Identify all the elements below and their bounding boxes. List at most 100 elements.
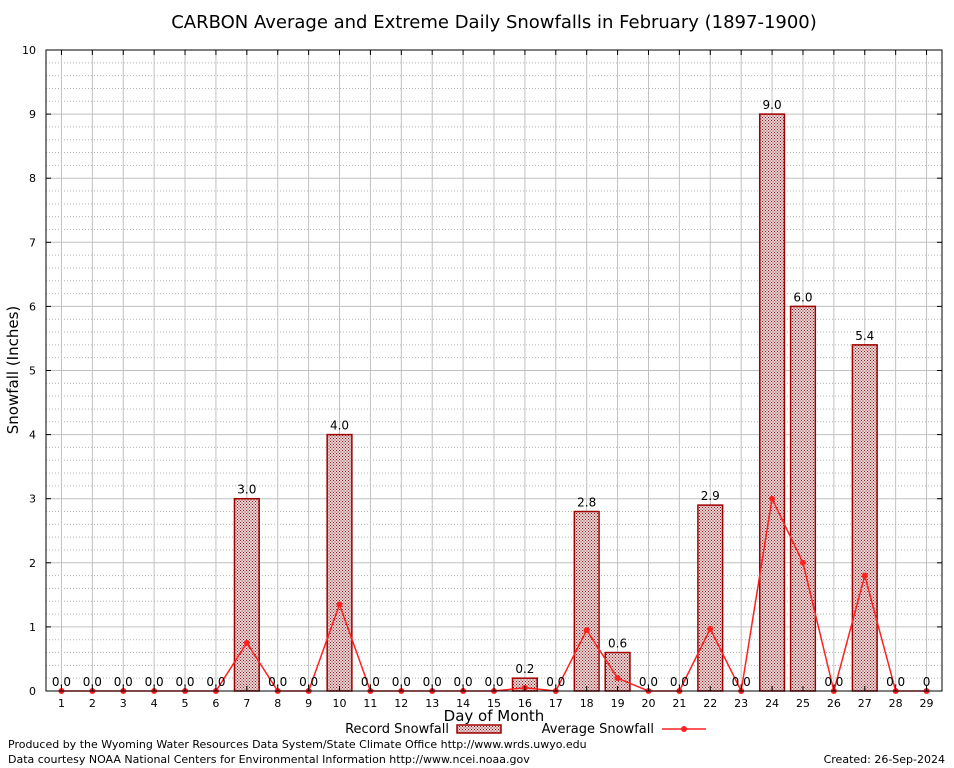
x-tick-label: 12 [394,697,408,710]
y-tick-label: 6 [29,300,36,313]
x-tick-label: 20 [641,697,655,710]
x-tick-label: 8 [274,697,281,710]
bar-value-label: 0.0 [546,675,565,689]
x-tick-label: 4 [151,697,158,710]
y-tick-label: 2 [29,557,36,570]
x-tick-label: 10 [333,697,347,710]
footer-courtesy: Data courtesy NOAA National Centers for … [8,753,530,766]
y-tick-label: 8 [29,172,36,185]
record-bars [233,113,878,692]
y-tick-label: 5 [29,365,36,378]
x-tick-label: 21 [672,697,686,710]
x-tick-label: 14 [456,697,470,710]
bar-value-label: 0.0 [392,675,411,689]
record-bar [604,651,631,692]
average-point [583,627,590,634]
x-tick-label: 19 [611,697,625,710]
bar-value-label: 0.0 [886,675,905,689]
x-tick-label: 6 [212,697,219,710]
record-bar [789,305,817,692]
x-tick-label: 29 [920,697,934,710]
bar-value-label: 0.0 [732,675,751,689]
footer-producer: Produced by the Wyoming Water Resources … [8,738,587,751]
x-tick-label: 28 [889,697,903,710]
bar-value-label: 4.0 [330,419,349,433]
bar-value-label: 0.0 [145,675,164,689]
bar-value-label: 0.0 [454,675,473,689]
x-tick-label: 3 [120,697,127,710]
bar-value-label: 0.0 [361,675,380,689]
legend: Record Snowfall Average Snowfall [345,722,706,737]
bar-value-label: 0.0 [639,675,658,689]
bar-value-label: 0.0 [268,675,287,689]
y-tick-label: 4 [29,429,36,442]
bar-value-label: 2.9 [701,489,720,503]
x-tick-label: 24 [765,697,779,710]
bar-value-label: 0.0 [299,675,318,689]
x-tick-label: 27 [858,697,872,710]
legend-average-label: Average Snowfall [542,722,654,737]
x-tick-label: 23 [734,697,748,710]
record-bar [758,113,786,692]
y-tick-label: 10 [22,44,36,57]
x-tick-label: 1 [58,697,65,710]
x-tick-label: 16 [518,697,532,710]
average-point [243,639,250,646]
record-bar [326,433,353,692]
bar-value-label: 0.6 [608,637,627,651]
record-bar [851,344,878,692]
bar-value-label: 0.0 [175,675,194,689]
chart-title: CARBON Average and Extreme Daily Snowfal… [171,12,817,33]
average-point [707,625,714,632]
bar-value-label: 6.0 [793,290,812,304]
bar-value-label: 0.0 [484,675,503,689]
y-tick-label: 3 [29,493,36,506]
data-labels: 0.0 0.0 0.0 0.0 0.0 0.0 3.0 0.0 0.0 4.0 0.0 0.0 0.0 0… [52,98,930,689]
legend-record-swatch [456,724,502,734]
x-tick-label: 15 [487,697,501,710]
bar-value-label: 0.0 [670,675,689,689]
x-tick-label: 22 [703,697,717,710]
y-axis-label: Snowfall (Inches) [4,306,22,434]
bar-value-label: 0.2 [515,662,534,676]
bar-value-label: 0.0 [83,675,102,689]
bar-value-label: 0.0 [423,675,442,689]
grid [46,50,942,691]
average-point [769,495,776,502]
x-tick-label: 2 [89,697,96,710]
record-bar [233,497,260,692]
x-tick-label: 18 [580,697,594,710]
x-tick-label: 25 [796,697,810,710]
record-bar [697,504,724,692]
bar-value-label: 0 [923,675,931,689]
bar-value-label: 0.0 [114,675,133,689]
bar-value-label: 9.0 [763,98,782,112]
x-axis-label: Day of Month [444,707,545,725]
y-tick-label: 7 [29,236,36,249]
bar-value-label: 2.8 [577,496,596,510]
x-tick-label: 26 [827,697,841,710]
average-point [614,675,621,682]
legend-record-label: Record Snowfall [345,722,449,737]
x-tick-label: 17 [549,697,563,710]
x-tick-label: 7 [243,697,250,710]
average-point [799,559,806,566]
y-tick-label: 1 [29,621,36,634]
bar-value-label: 3.0 [237,483,256,497]
bar-value-label: 0.0 [52,675,71,689]
footer-created: Created: 26-Sep-2024 [823,753,945,766]
legend-average-marker [681,726,687,732]
average-point [336,601,343,608]
x-tick-label: 5 [182,697,189,710]
record-bar [573,510,600,692]
bar-value-label: 5.4 [855,329,874,343]
y-tick-label: 9 [29,108,36,121]
x-tick-label: 13 [425,697,439,710]
average-point [861,572,868,579]
bar-value-label: 0.0 [206,675,225,689]
bar-value-label: 0.0 [824,675,843,689]
y-tick-label: 0 [29,685,36,698]
x-tick-label: 9 [305,697,312,710]
